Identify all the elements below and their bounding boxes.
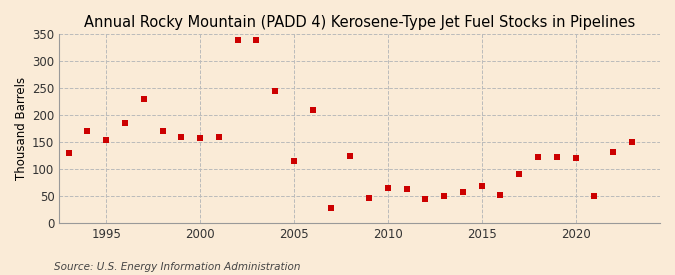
Point bbox=[420, 196, 431, 201]
Point bbox=[63, 150, 74, 155]
Point bbox=[514, 172, 524, 176]
Text: Source: U.S. Energy Information Administration: Source: U.S. Energy Information Administ… bbox=[54, 262, 300, 272]
Point bbox=[82, 129, 93, 133]
Point bbox=[119, 121, 130, 125]
Point bbox=[401, 187, 412, 192]
Point bbox=[288, 159, 299, 163]
Point bbox=[176, 134, 187, 139]
Point bbox=[551, 155, 562, 159]
Title: Annual Rocky Mountain (PADD 4) Kerosene-Type Jet Fuel Stocks in Pipelines: Annual Rocky Mountain (PADD 4) Kerosene-… bbox=[84, 15, 635, 30]
Point bbox=[458, 189, 468, 194]
Point bbox=[533, 155, 543, 159]
Point bbox=[326, 206, 337, 211]
Point bbox=[270, 89, 281, 93]
Point bbox=[477, 184, 487, 188]
Point bbox=[345, 154, 356, 159]
Point bbox=[232, 38, 243, 43]
Point bbox=[608, 149, 618, 154]
Point bbox=[101, 138, 111, 142]
Point bbox=[307, 107, 318, 112]
Point bbox=[213, 134, 224, 139]
Point bbox=[589, 194, 599, 198]
Point bbox=[251, 38, 262, 43]
Point bbox=[570, 155, 581, 160]
Point bbox=[439, 194, 450, 198]
Y-axis label: Thousand Barrels: Thousand Barrels bbox=[15, 77, 28, 180]
Point bbox=[194, 135, 205, 140]
Point bbox=[138, 97, 149, 101]
Point bbox=[495, 193, 506, 197]
Point bbox=[364, 195, 375, 200]
Point bbox=[383, 186, 394, 190]
Point bbox=[626, 140, 637, 144]
Point bbox=[157, 129, 168, 133]
